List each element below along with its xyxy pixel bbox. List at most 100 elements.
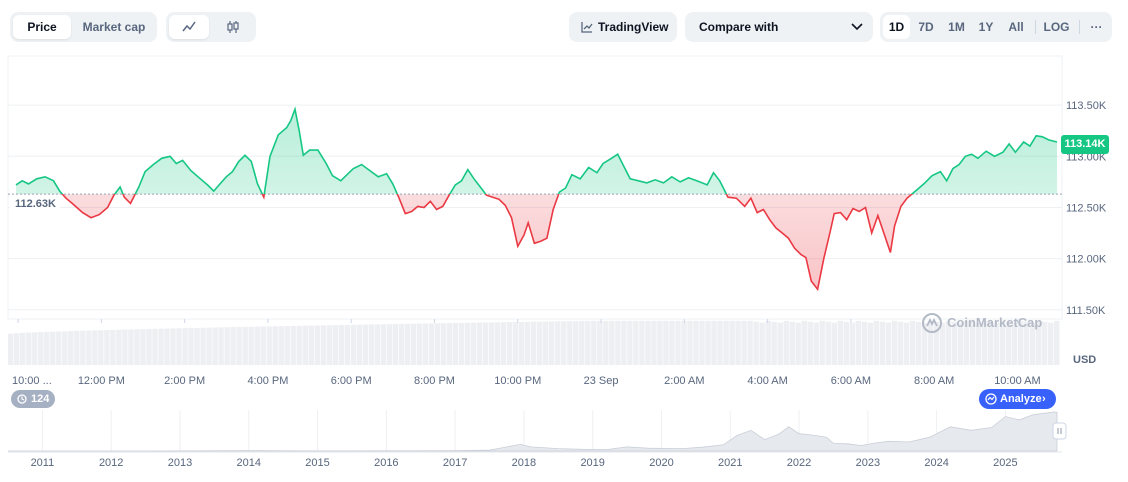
navigator-handle-box[interactable] [1052,422,1067,440]
navigator-year-label: 2012 [99,457,123,469]
volume-bar [32,332,38,365]
volume-bar [98,330,104,365]
volume-bar [320,325,327,365]
volume-bar [494,322,501,365]
events-badge[interactable]: 124 [11,390,56,408]
volume-bar [1029,322,1036,365]
market-cap-tab[interactable]: Market cap [82,20,146,34]
navigator-year-label: 2011 [31,457,55,469]
volume-bar [476,322,483,365]
x-tick-label: 8:00 PM [414,375,455,387]
volume-bar [885,322,892,365]
volume-bar [176,328,182,365]
volume-bar [669,320,675,365]
price-line-down [61,194,914,292]
y-tick-label: 112.50K [1066,202,1107,214]
more-options-button[interactable]: ··· [1090,20,1103,34]
volume-bar [621,320,627,365]
volume-bar [597,320,603,365]
volume-bar [62,331,68,365]
volume-bar [290,325,296,365]
volume-bar [627,320,633,365]
volume-bar [92,330,98,365]
volume-bar [170,328,176,365]
navigator-year-labels: 2011 2012 2013 2014 2015 2016 2017 2018 2019 2020… [31,457,1018,469]
volume-bar [194,327,200,365]
volume-bar [374,324,381,365]
navigator-year-label: 2015 [305,457,329,469]
range-divider [1079,20,1080,34]
volume-bar [807,321,813,365]
price-tab[interactable]: Price [13,15,71,39]
volume-bar [849,322,856,365]
volume-bar [452,323,459,365]
x-tick-label: 2:00 AM [664,375,704,387]
price-chart[interactable]: 111.50K 112.00K 112.50K 113.00K 113.50K 10:0… [0,52,1128,400]
volume-bar [464,322,471,365]
x-tick-label: 10:00 AM [994,375,1040,387]
range-7d[interactable]: 7D [918,20,934,34]
line-chart-button[interactable] [169,15,209,39]
history-navigator[interactable]: 2011 2012 2013 2014 2015 2016 2017 2018 2019 2020… [0,410,1128,482]
volume-bar [747,320,753,365]
volume-bar [440,323,447,365]
volume-bar [14,333,20,365]
volume-bar [326,325,333,365]
x-tick-label: 12:00 PM [78,375,125,387]
y-axis-ticks: 111.50K 112.00K 112.50K 113.00K 113.50K [1066,100,1107,317]
range-1m[interactable]: 1M [948,20,965,34]
volume-bar [524,321,531,365]
volume-bar [308,325,314,365]
volume-bar [248,326,254,365]
volume-bar [639,320,645,365]
volume-bar [663,320,669,365]
analyze-button[interactable]: Analyze › [979,389,1056,409]
price-line-up [15,106,1058,195]
volume-bar [861,321,868,365]
x-tick-label: 10:00 PM [494,375,541,387]
volume-bar [296,325,302,365]
volume-bar [518,321,525,365]
volume-bar [272,326,278,365]
range-all[interactable]: All [1008,20,1024,34]
volume-bar [362,324,369,365]
volume-bar [158,328,164,365]
volume-bar [236,326,242,365]
x-tick-label: 8:00 AM [914,375,954,387]
volume-bar [1041,321,1048,365]
x-tick-label: 6:00 AM [831,375,871,387]
time-range-selector: 1D 7D 1M 1Y All LOG ··· [880,12,1112,42]
x-tick-label: 10:00 ... [12,375,52,387]
volume-bar [675,320,681,365]
navigator-handle[interactable] [1052,422,1067,440]
volume-bar [38,332,44,365]
navigator-year-label: 2017 [443,457,467,469]
volume-bar [458,322,465,365]
volume-bar [482,322,489,365]
volume-bar [831,322,837,365]
volume-bar [813,322,819,365]
volume-bar [230,327,236,365]
volume-bar [512,322,519,365]
compare-with-dropdown[interactable]: Compare with [685,12,873,42]
volume-bar [825,321,831,365]
x-tick-label: 2:00 PM [164,375,205,387]
volume-bar [1053,320,1060,365]
volume-bar [434,323,441,365]
range-1y[interactable]: 1Y [978,20,994,34]
volume-bar [963,320,970,365]
tradingview-button[interactable]: TradingView [569,12,677,42]
volume-bar [242,326,248,365]
chevron-down-icon [851,23,863,31]
volume-bar [422,323,429,365]
range-1d[interactable]: 1D [883,15,910,39]
candlestick-button[interactable] [213,15,253,39]
volume-bar [140,329,146,365]
log-toggle[interactable]: LOG [1043,20,1070,34]
volume-bar [867,322,874,365]
navigator-year-label: 2013 [168,457,192,469]
volume-bar [567,321,573,365]
volume-bar [428,323,435,365]
analyze-label: Analyze [1000,393,1042,405]
volume-bar [801,320,807,365]
